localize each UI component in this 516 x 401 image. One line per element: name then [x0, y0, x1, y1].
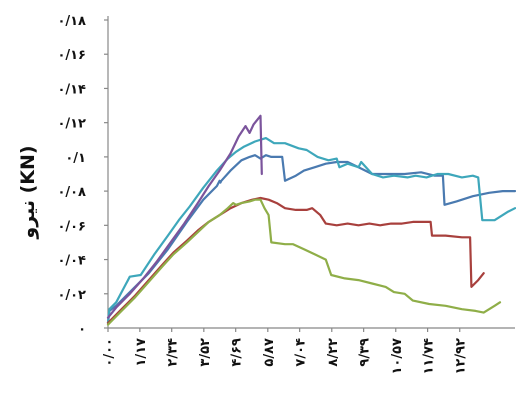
x-tick-label: ۱۲/۹۲	[454, 338, 469, 375]
series-line-2	[106, 137, 516, 324]
series-line-1	[106, 154, 516, 324]
y-tick-label: ۰/۱۸	[57, 14, 86, 29]
y-tick-label: ۰/۱۶	[57, 48, 86, 63]
y-tick-label: ۰/۰۸	[57, 185, 86, 200]
y-tick-label: ۰	[78, 322, 86, 337]
x-axis-ticks: ۰/۰۰ ۱/۱۷ ۲/۳۴ ۳/۵۲ ۴/۶۹ ۵/۸۷ ۷/۰۴ ۸/۲۲ ۹/۳۹ ۱۰/۵…	[102, 328, 469, 375]
y-tick-label: ۰/۰۶	[57, 219, 86, 234]
x-tick-label: ۸/۲۲	[326, 338, 341, 367]
series-line-4	[106, 196, 485, 324]
x-tick-label: ۰/۰۰	[102, 338, 117, 367]
x-tick-label: ۱/۱۷	[134, 338, 149, 367]
series-line-3	[106, 114, 263, 319]
y-tick-label: ۰/۰۲	[57, 288, 86, 303]
axes	[107, 16, 515, 329]
y-axis-ticks: ۰ ۰/۰۲ ۰/۰۴ ۰/۰۶ ۰/۰۸ ۰/۱ ۰/۱۲ ۰/۱۴ ۰/۱۶ ۰/۱۸	[57, 14, 108, 337]
x-tick-label: ۱۱/۷۴	[422, 338, 437, 375]
x-tick-label: ۹/۳۹	[358, 338, 373, 367]
x-tick-label: ۴/۶۹	[230, 338, 245, 367]
series-line-5	[106, 198, 502, 326]
y-axis-label: نیرو (KN)	[17, 145, 39, 239]
x-tick-label: ۲/۳۴	[166, 338, 181, 367]
x-tick-label: ۵/۸۷	[262, 338, 277, 367]
x-tick-label: ۷/۰۴	[294, 338, 309, 367]
y-tick-label: ۰/۱	[65, 151, 86, 166]
y-tick-label: ۰/۱۴	[57, 82, 86, 97]
y-tick-label: ۰/۰۴	[57, 254, 86, 269]
x-tick-label: ۱۰/۵۷	[390, 338, 405, 375]
series-layer	[106, 114, 516, 326]
x-tick-label: ۳/۵۲	[198, 338, 213, 367]
y-tick-label: ۰/۱۲	[57, 117, 86, 132]
